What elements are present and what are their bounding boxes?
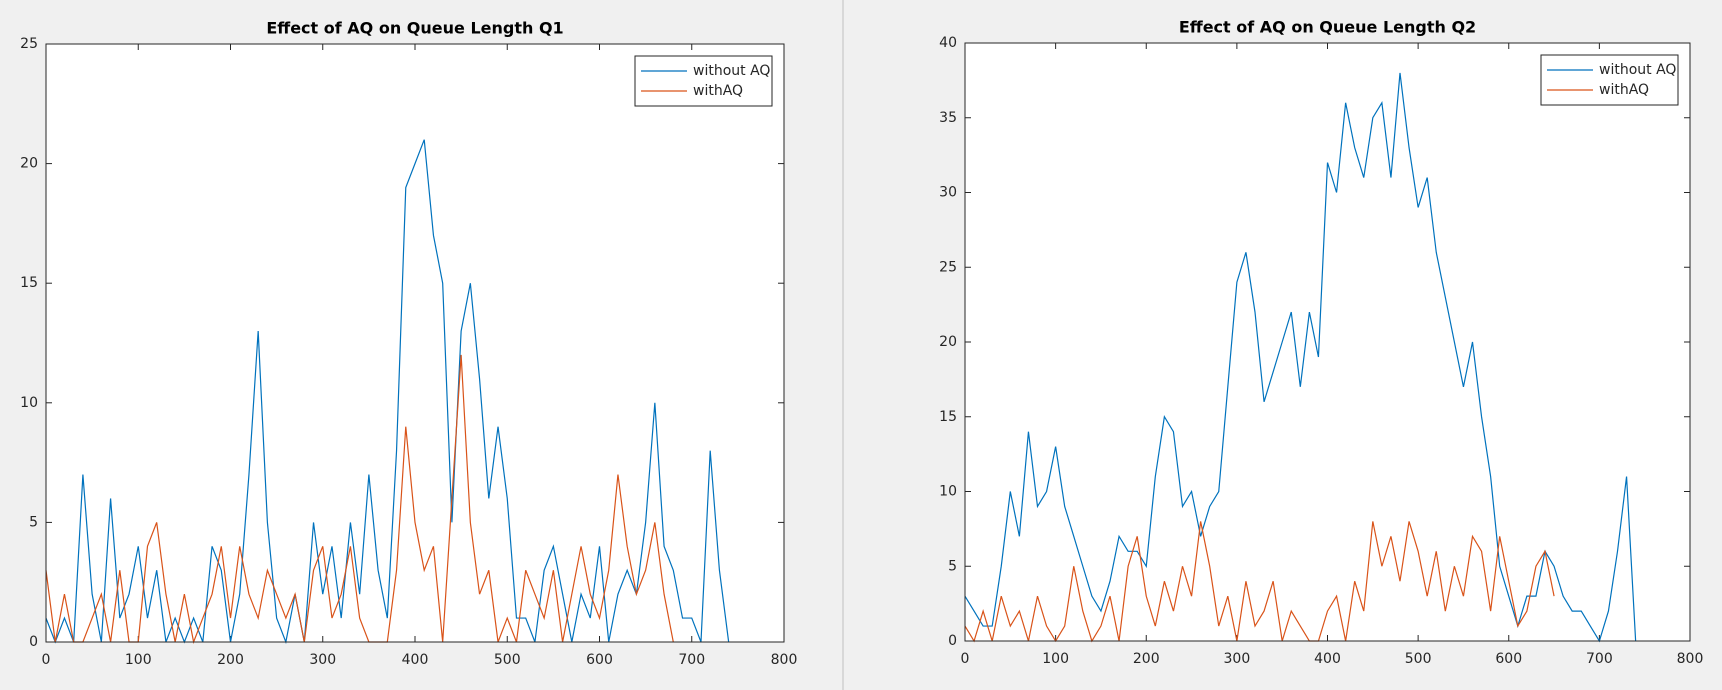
y-tick-label: 0 [29, 634, 38, 650]
x-tick-label: 400 [1314, 651, 1341, 667]
chart-title: Effect of AQ on Queue Length Q1 [266, 19, 563, 38]
legend-label: withAQ [1599, 82, 1649, 98]
legend-box [634, 55, 773, 107]
y-tick-label: 5 [948, 558, 957, 574]
data-line [45, 354, 674, 645]
y-tick-label: 25 [20, 36, 38, 52]
x-tick-label: 800 [771, 652, 798, 668]
axes-box [964, 42, 1691, 642]
y-tick-label: 15 [939, 409, 957, 425]
y-tick-label: 20 [20, 156, 38, 172]
data-line [45, 139, 730, 645]
x-tick-label: 0 [961, 651, 970, 667]
x-tick-label: 600 [1495, 651, 1522, 667]
x-tick-label: 500 [494, 652, 521, 668]
x-tick-label: 700 [678, 652, 705, 668]
x-tick-label: 100 [1042, 651, 1069, 667]
legend-label: without AQ [1599, 62, 1676, 78]
y-tick-label: 35 [939, 110, 957, 126]
x-tick-label: 200 [1133, 651, 1160, 667]
x-tick-label: 300 [1224, 651, 1251, 667]
axes: Effect of AQ on Queue Length Q20 100 200 30… [939, 18, 1703, 668]
data-line [964, 72, 1637, 643]
x-tick-label: 200 [217, 652, 244, 668]
axes-box [45, 43, 785, 643]
y-tick-label: 20 [939, 334, 957, 350]
x-tick-label: 600 [586, 652, 613, 668]
x-tick-label: 800 [1677, 651, 1704, 667]
x-tick-label: 700 [1586, 651, 1613, 667]
x-tick-label: 500 [1405, 651, 1432, 667]
y-tick-label: 30 [939, 185, 957, 201]
window-divider [842, 0, 844, 690]
x-tick-label: 400 [402, 652, 429, 668]
chart-title: Effect of AQ on Queue Length Q2 [1179, 18, 1476, 37]
legend-box [1540, 54, 1679, 106]
y-tick-label: 10 [939, 484, 957, 500]
x-tick-label: 100 [125, 652, 152, 668]
plot-area [46, 44, 784, 642]
x-tick-label: 0 [42, 652, 51, 668]
legend-label: withAQ [693, 83, 743, 99]
y-tick-label: 10 [20, 395, 38, 411]
plot-area [965, 43, 1690, 641]
x-tick-label: 300 [309, 652, 336, 668]
y-tick-label: 25 [939, 259, 957, 275]
y-tick-label: 5 [29, 514, 38, 530]
legend-label: without AQ [693, 63, 770, 79]
y-tick-label: 15 [20, 275, 38, 291]
data-line [964, 521, 1555, 643]
y-tick-label: 0 [948, 633, 957, 649]
y-tick-label: 40 [939, 35, 957, 51]
axes: Effect of AQ on Queue Length Q10 100 200 30… [20, 19, 797, 669]
